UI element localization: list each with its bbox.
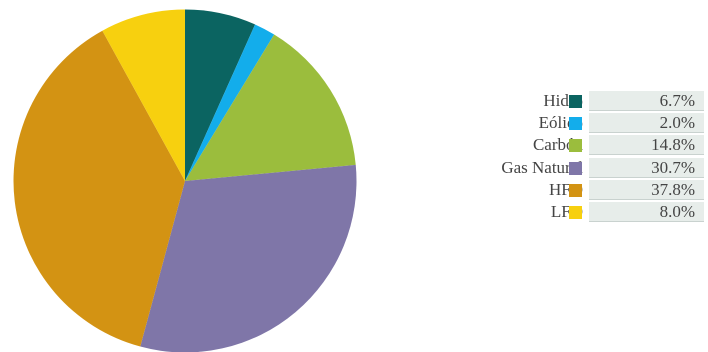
legend-value: 30.7% (651, 157, 695, 177)
legend-value: 6.7% (659, 91, 695, 110)
legend-swatch (569, 139, 582, 153)
legend-row-lfo: LFO 8.0% (430, 202, 708, 222)
legend-value-cell: 6.7% (589, 91, 704, 111)
legend-value-cell: 30.7% (589, 157, 704, 178)
legend-value: 8.0% (659, 202, 695, 221)
legend-swatch (569, 161, 582, 175)
legend-swatch (569, 183, 582, 197)
legend-row-gas-natural: Gas Natural 30.7% (430, 157, 708, 178)
legend-row-carb-n: Carbón 14.8% (430, 135, 708, 156)
pie-slice-gas-natural (140, 164, 357, 352)
legend-value-cell: 14.8% (589, 135, 704, 156)
legend-value-cell: 2.0% (589, 113, 704, 134)
legend-value: 14.8% (651, 135, 695, 155)
legend-value-cell: 37.8% (589, 179, 704, 200)
legend-swatch (569, 117, 582, 131)
legend-row-hidro: Hidro 6.7% (430, 91, 708, 111)
legend-swatch (569, 95, 582, 108)
pie-plot (13, 9, 357, 352)
pie-slice-e-lico (185, 24, 275, 181)
legend-row-hfo: HFO 37.8% (430, 179, 708, 200)
pie-slice-carb-n (185, 34, 356, 181)
pie-slice-hfo (13, 30, 185, 347)
pie-slice-hidro (185, 9, 256, 181)
pie-slice-lfo (102, 9, 185, 181)
legend-row-e-lico: Eólico 2.0% (430, 113, 708, 134)
legend-label: Gas Natural (501, 157, 583, 177)
legend-swatch (569, 206, 582, 219)
legend-value: 2.0% (659, 113, 695, 133)
legend-value: 37.8% (651, 179, 695, 199)
legend-value-cell: 8.0% (589, 202, 704, 222)
